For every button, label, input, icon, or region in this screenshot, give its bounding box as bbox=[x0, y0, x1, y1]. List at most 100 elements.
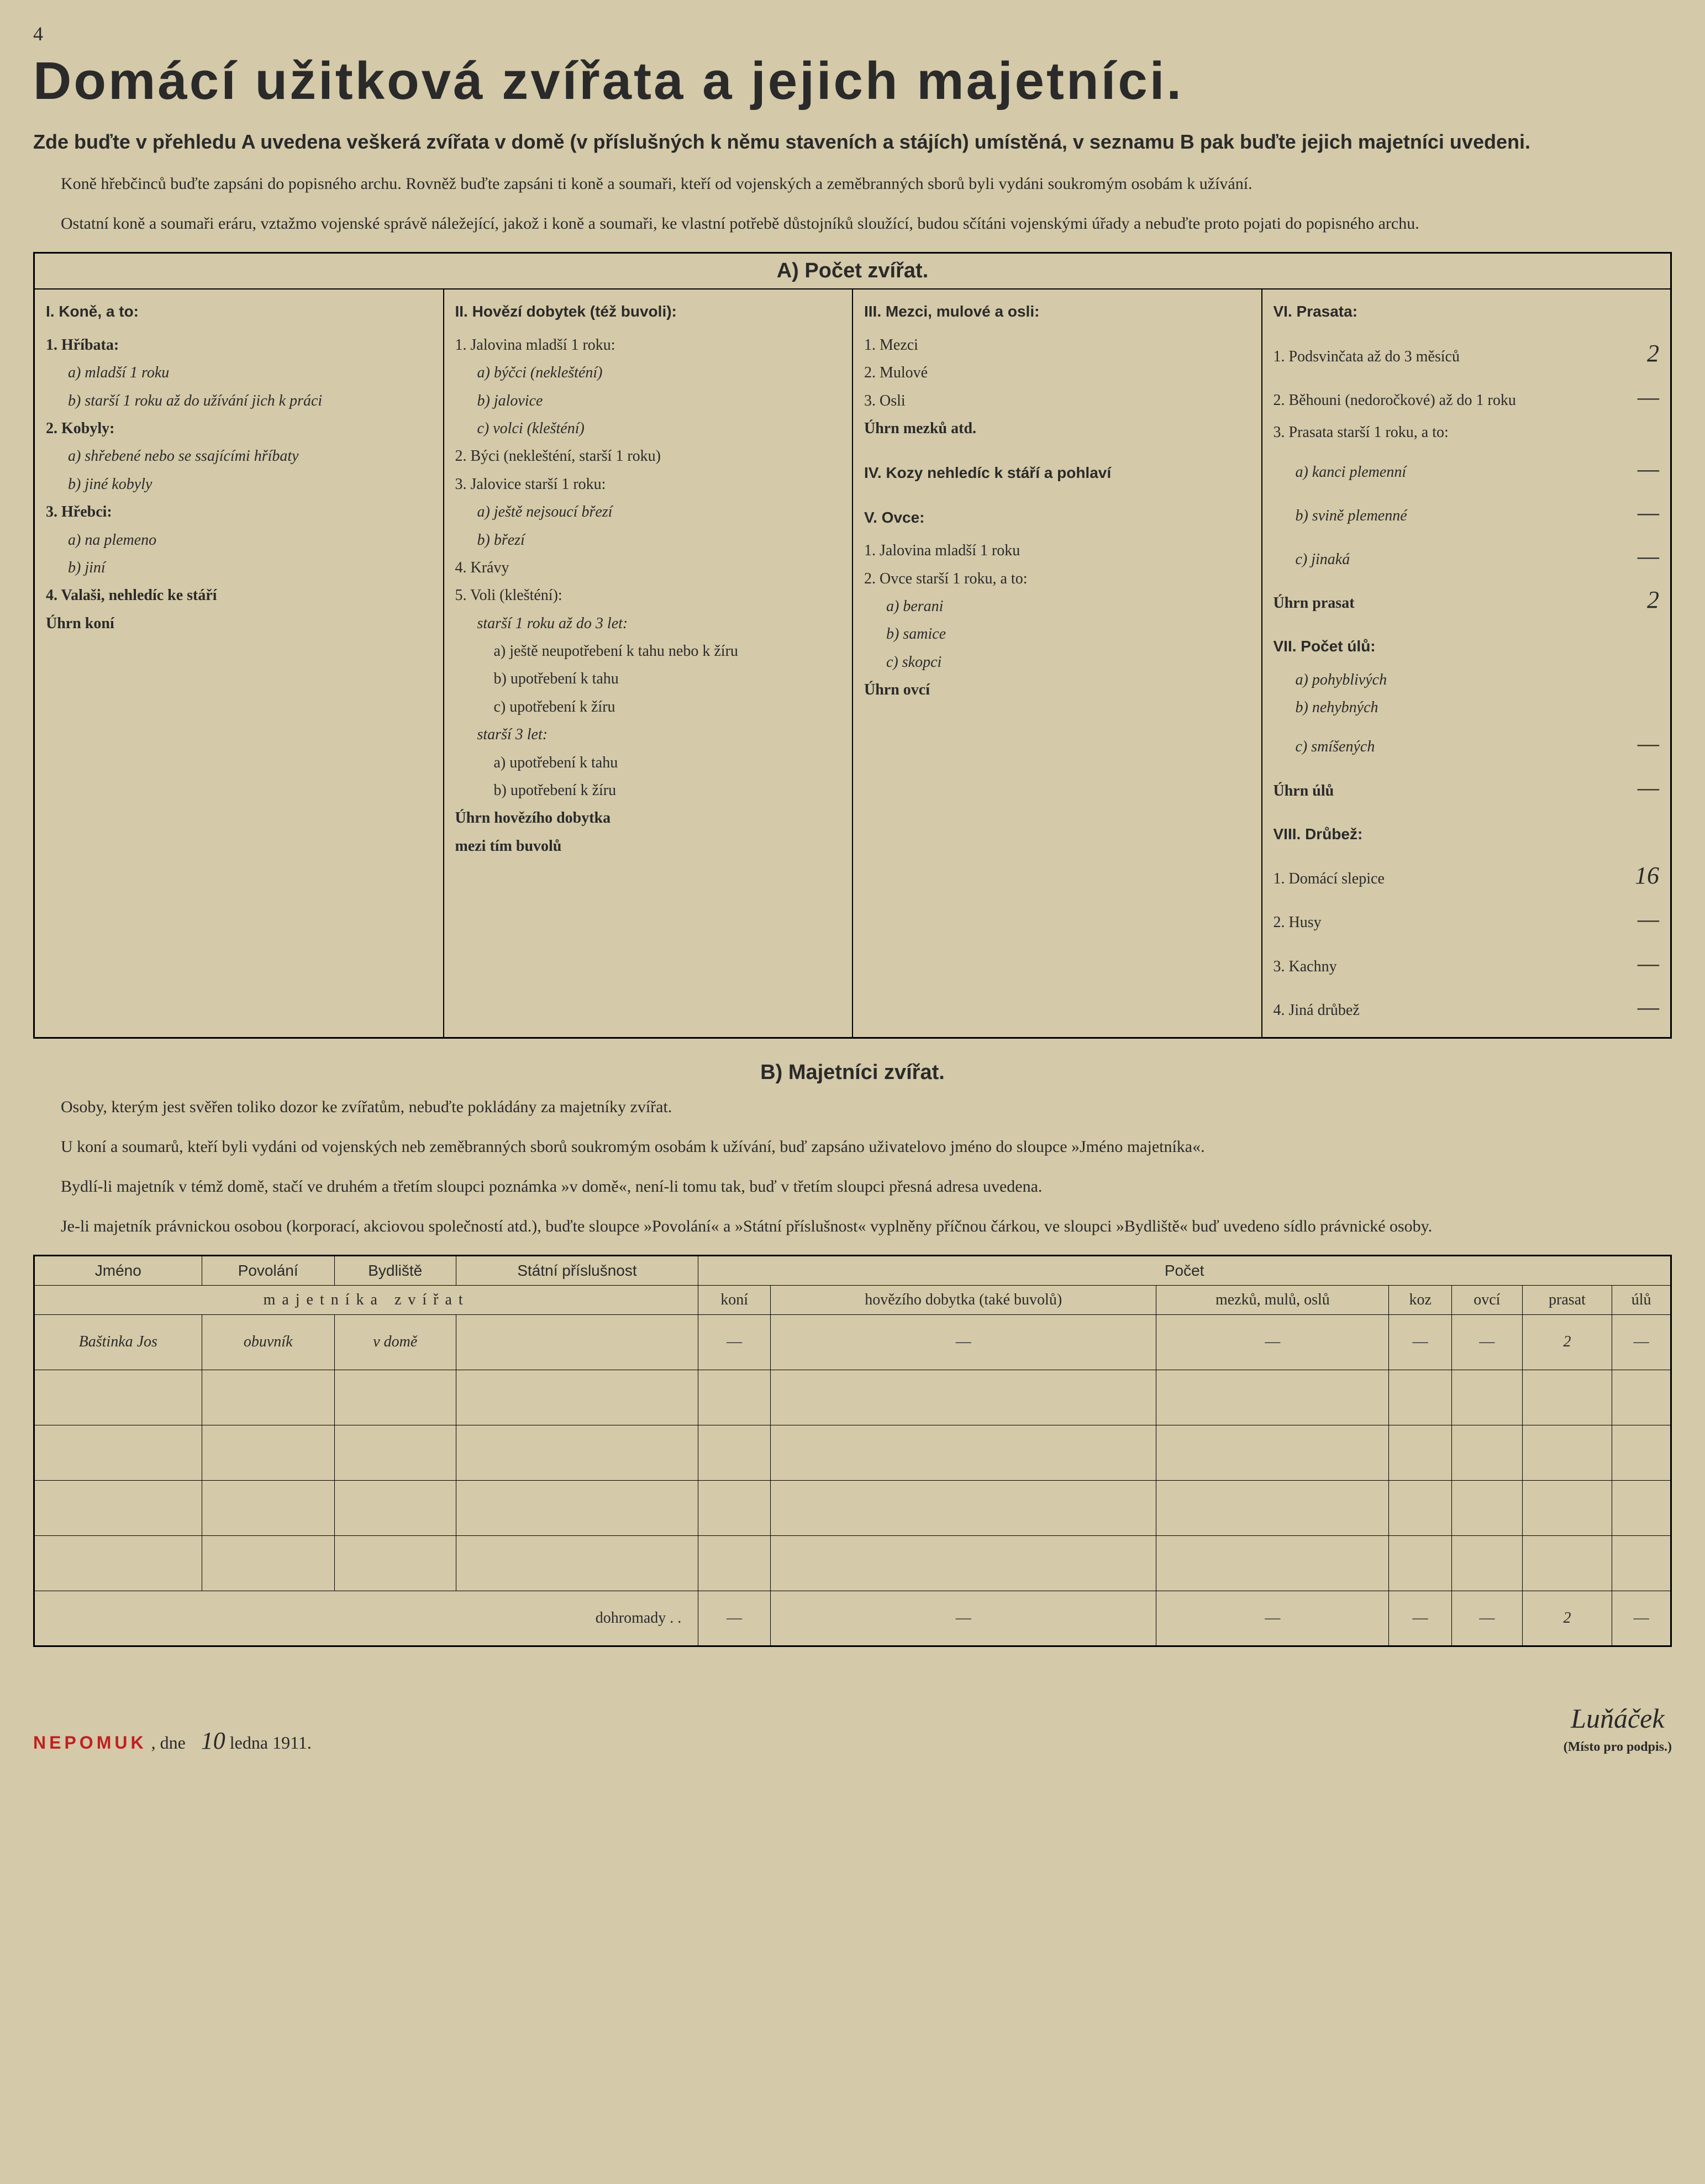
col-cattle: II. Hovězí dobytek (též buvoli): 1. Jalov… bbox=[444, 290, 854, 1037]
signature-area: Luňáček (Místo pro podpis.) bbox=[1564, 1702, 1672, 1755]
item-value: — bbox=[1615, 985, 1659, 1029]
total-koni: — bbox=[698, 1591, 771, 1646]
item-label: 2. Kobyly: bbox=[46, 415, 388, 443]
th-pocet: Počet bbox=[698, 1255, 1671, 1285]
th-ulu: úlů bbox=[1612, 1285, 1671, 1314]
item-label: 2. Běhouni (nedoročkové) až do 1 roku bbox=[1274, 387, 1615, 414]
item-label: starší 1 roku až do 3 let: bbox=[455, 610, 797, 638]
th-ovci: ovcí bbox=[1451, 1285, 1522, 1314]
table-row bbox=[34, 1370, 1671, 1425]
animal-item: 2. Kobyly: bbox=[46, 415, 432, 443]
animal-item: a) shřebené nebo se ssajícími hříbaty bbox=[46, 443, 432, 470]
cell-statni bbox=[456, 1314, 698, 1370]
col-header: II. Hovězí dobytek (též buvoli): bbox=[455, 298, 841, 325]
animal-item: a) ještě nejsoucí březí bbox=[455, 498, 841, 526]
signature-label: (Místo pro podpis.) bbox=[1564, 1740, 1672, 1755]
item-label: 3. Jalovice starší 1 roku: bbox=[455, 471, 797, 498]
item-label: starší 3 let: bbox=[455, 721, 797, 749]
cell-ovci: — bbox=[1451, 1314, 1522, 1370]
item-label: Úhrn hovězího dobytka bbox=[455, 804, 797, 832]
cell-koz: — bbox=[1389, 1314, 1452, 1370]
animal-item: b) jiní bbox=[46, 554, 432, 582]
item-label: c) jinaká bbox=[1274, 546, 1615, 573]
col-mules-goats-sheep: III. Mezci, mulové a osli:1. Mezci2. Mul… bbox=[853, 290, 1262, 1037]
date-prefix: , dne bbox=[151, 1733, 186, 1753]
date-line: NEPOMUK , dne 10 ledna 1911. bbox=[33, 1727, 312, 1755]
item-label: 1. Hříbata: bbox=[46, 331, 388, 359]
item-label: 1. Mezci bbox=[864, 331, 1206, 359]
total-ulu: — bbox=[1612, 1591, 1671, 1646]
animal-item: starší 1 roku až do 3 let: bbox=[455, 610, 841, 638]
item-label: 2. Mulové bbox=[864, 359, 1206, 387]
animal-item: Úhrn mezků atd. bbox=[864, 415, 1250, 443]
animal-item: c) upotřebení k žíru bbox=[455, 693, 841, 721]
total-row: dohromady . . — — — — — 2 — bbox=[34, 1591, 1671, 1646]
item-label: a) mladší 1 roku bbox=[46, 359, 388, 387]
col-pigs-hives-poultry: VI. Prasata:1. Podsvinčata až do 3 měsíc… bbox=[1262, 290, 1671, 1037]
animal-item: a) upotřebení k tahu bbox=[455, 749, 841, 777]
item-value: — bbox=[1615, 722, 1659, 765]
animal-item: starší 3 let: bbox=[455, 721, 841, 749]
table-row bbox=[34, 1425, 1671, 1480]
section-b-text-2: U koní a soumarů, kteří byli vydáni od v… bbox=[33, 1135, 1672, 1159]
item-label: a) ještě nejsoucí březí bbox=[455, 498, 797, 526]
main-title: Domácí užitková zvířata a jejich majetní… bbox=[33, 51, 1672, 112]
animal-item: c) volci (klešténí) bbox=[455, 415, 841, 443]
item-value: — bbox=[1615, 491, 1659, 534]
item-label: 3. Prasata starší 1 roku, a to: bbox=[1274, 419, 1615, 446]
animal-item: b) jiné kobyly bbox=[46, 471, 432, 498]
animal-item: Úhrn prasat2 bbox=[1274, 578, 1660, 622]
item-value: 16 bbox=[1615, 854, 1659, 897]
col-header: VIII. Drůbež: bbox=[1274, 820, 1660, 848]
animal-item: b) upotřebení k žíru bbox=[455, 777, 841, 804]
col-header: IV. Kozy nehledíc k stáří a pohlaví bbox=[864, 459, 1250, 487]
item-label: 3. Kachny bbox=[1274, 953, 1615, 981]
animal-columns: I. Koně, a to:1. Hříbata:a) mladší 1 rok… bbox=[35, 290, 1670, 1037]
item-label: c) volci (klešténí) bbox=[455, 415, 797, 443]
date-suffix: ledna 1911. bbox=[230, 1733, 312, 1753]
animal-item: a) berani bbox=[864, 593, 1250, 620]
item-label: a) berani bbox=[864, 593, 1206, 620]
animal-item: Úhrn hovězího dobytka bbox=[455, 804, 841, 832]
th-prasat: prasat bbox=[1522, 1285, 1612, 1314]
owners-table: Jméno Povolání Bydliště Státní příslušno… bbox=[33, 1255, 1672, 1647]
total-prasat: 2 bbox=[1522, 1591, 1612, 1646]
intro-paragraph-1: Koně hřebčinců buďte zapsáni do popisnéh… bbox=[33, 172, 1672, 196]
date-day: 10 bbox=[190, 1727, 225, 1754]
item-label: c) skopci bbox=[864, 649, 1206, 676]
animal-item: 1. Jalovina mladší 1 roku bbox=[864, 537, 1250, 565]
cell-bydliste: v domě bbox=[334, 1314, 456, 1370]
col-horses: I. Koně, a to:1. Hříbata:a) mladší 1 rok… bbox=[35, 290, 444, 1037]
item-label: b) jalovice bbox=[455, 387, 797, 415]
th-span-label: majetníka zvířat bbox=[34, 1285, 698, 1314]
total-label: dohromady . . bbox=[34, 1591, 698, 1646]
item-label: b) nehybných bbox=[1274, 694, 1615, 722]
animal-item: mezi tím buvolů bbox=[455, 833, 841, 860]
item-label: 1. Jalovina mladší 1 roku bbox=[864, 537, 1206, 565]
animal-item: b) starší 1 roku až do užívání jich k pr… bbox=[46, 387, 432, 415]
item-label: Úhrn mezků atd. bbox=[864, 415, 1206, 443]
item-label: Úhrn prasat bbox=[1274, 590, 1615, 617]
animal-item: 1. Podsvinčata až do 3 měsíců2 bbox=[1274, 331, 1660, 375]
animal-item: c) smíšených— bbox=[1274, 722, 1660, 765]
item-label: 2. Ovce starší 1 roku, a to: bbox=[864, 565, 1206, 593]
item-label: 1. Podsvinčata až do 3 měsíců bbox=[1274, 343, 1615, 371]
cell-koni: — bbox=[698, 1314, 771, 1370]
table-row bbox=[34, 1480, 1671, 1535]
item-label: a) ještě neupotřebení k tahu nebo k žíru bbox=[455, 638, 797, 665]
item-value: — bbox=[1615, 534, 1659, 578]
item-label: b) upotřebení k žíru bbox=[455, 777, 797, 804]
animal-item: 1. Jalovina mladší 1 roku: bbox=[455, 331, 841, 359]
item-value: — bbox=[1615, 897, 1659, 941]
item-label: c) smíšených bbox=[1274, 733, 1615, 761]
section-a-header: A) Počet zvířat. bbox=[35, 254, 1670, 290]
item-label: a) býčci (neklešténí) bbox=[455, 359, 797, 387]
animal-item: b) upotřebení k tahu bbox=[455, 665, 841, 693]
item-label: 3. Osli bbox=[864, 387, 1206, 415]
item-label: b) jiné kobyly bbox=[46, 471, 388, 498]
animal-item: 3. Hřebci: bbox=[46, 498, 432, 526]
item-label: b) březí bbox=[455, 527, 797, 554]
table-row bbox=[34, 1535, 1671, 1591]
intro-paragraph-2: Ostatní koně a soumaři eráru, vztažmo vo… bbox=[33, 212, 1672, 235]
col-header: VII. Počet úlů: bbox=[1274, 633, 1660, 660]
